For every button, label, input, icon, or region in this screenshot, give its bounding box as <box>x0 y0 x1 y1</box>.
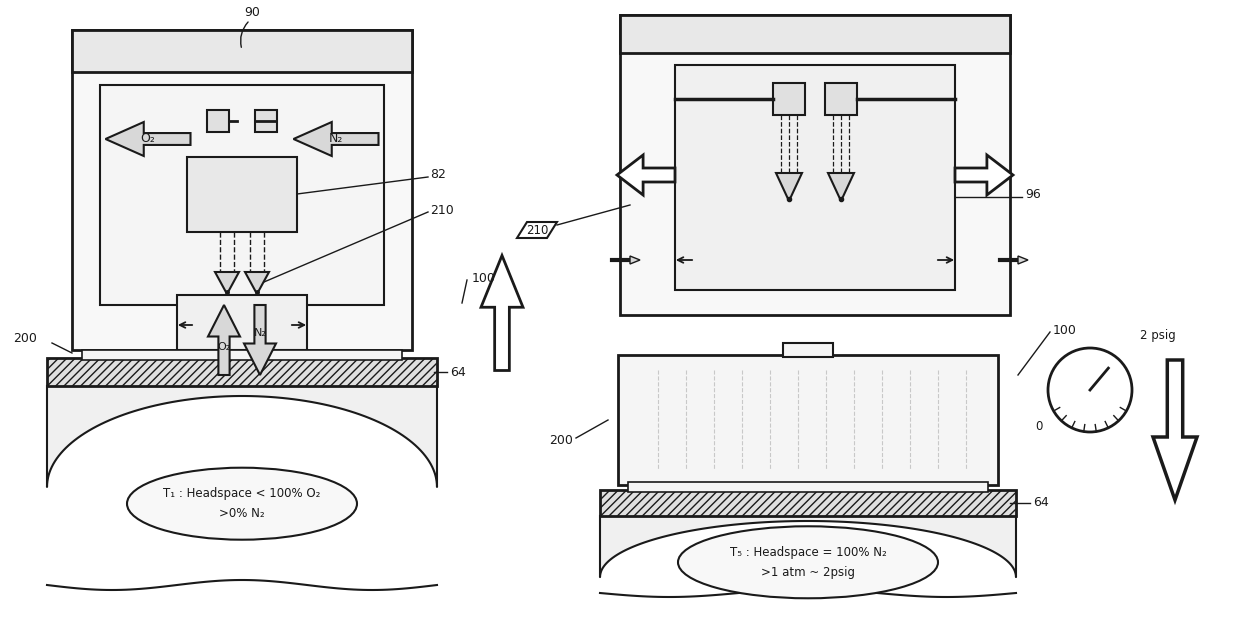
Text: 90: 90 <box>244 6 260 18</box>
Text: 0: 0 <box>1035 420 1043 433</box>
Text: 64: 64 <box>450 365 466 379</box>
Polygon shape <box>294 122 378 156</box>
Bar <box>620 15 1011 53</box>
Bar <box>600 490 1016 516</box>
Polygon shape <box>215 272 239 294</box>
Bar <box>620 15 1011 315</box>
Text: T₅ : Headspace = 100% N₂: T₅ : Headspace = 100% N₂ <box>729 546 887 559</box>
Polygon shape <box>105 122 191 156</box>
Bar <box>187 157 298 232</box>
Bar <box>255 110 277 132</box>
Text: T₁ : Headspace < 100% O₂: T₁ : Headspace < 100% O₂ <box>164 487 321 500</box>
Bar <box>207 110 229 132</box>
Bar <box>72 30 412 350</box>
Ellipse shape <box>678 526 937 598</box>
Text: 100: 100 <box>472 272 496 285</box>
Text: 210: 210 <box>526 224 548 236</box>
Text: N₂: N₂ <box>329 132 343 146</box>
Polygon shape <box>828 173 854 201</box>
Polygon shape <box>517 222 557 238</box>
Polygon shape <box>208 305 241 375</box>
Polygon shape <box>955 155 1013 195</box>
Ellipse shape <box>126 467 357 540</box>
Bar <box>618 355 998 485</box>
Bar <box>627 482 988 492</box>
Text: 100: 100 <box>1053 323 1076 336</box>
Text: O₂: O₂ <box>217 342 231 352</box>
Text: 2 psig: 2 psig <box>1140 329 1176 343</box>
Text: 82: 82 <box>430 168 446 181</box>
Polygon shape <box>600 516 1016 577</box>
Polygon shape <box>246 272 269 294</box>
Text: >0% N₂: >0% N₂ <box>219 507 265 520</box>
Polygon shape <box>630 256 640 264</box>
Text: 200: 200 <box>549 433 573 447</box>
Polygon shape <box>1018 256 1028 264</box>
Polygon shape <box>47 386 436 487</box>
Polygon shape <box>481 256 523 370</box>
Circle shape <box>1048 348 1132 432</box>
Polygon shape <box>244 305 277 375</box>
Text: 200: 200 <box>14 331 37 345</box>
Bar <box>782 343 833 357</box>
Bar <box>825 83 857 115</box>
Bar <box>177 295 308 350</box>
Text: 96: 96 <box>1025 188 1040 202</box>
Bar <box>675 65 955 290</box>
Bar <box>47 358 436 386</box>
Polygon shape <box>776 173 802 201</box>
Bar <box>72 30 412 72</box>
Text: >1 atm ~ 2psig: >1 atm ~ 2psig <box>761 566 856 579</box>
Bar <box>82 350 402 360</box>
Bar <box>100 85 384 305</box>
Polygon shape <box>1153 360 1197 500</box>
Bar <box>773 83 805 115</box>
Text: 64: 64 <box>1033 496 1049 510</box>
Text: 210: 210 <box>430 203 454 217</box>
Text: O₂: O₂ <box>140 132 155 146</box>
Text: N₂: N₂ <box>253 328 267 338</box>
Polygon shape <box>618 155 675 195</box>
